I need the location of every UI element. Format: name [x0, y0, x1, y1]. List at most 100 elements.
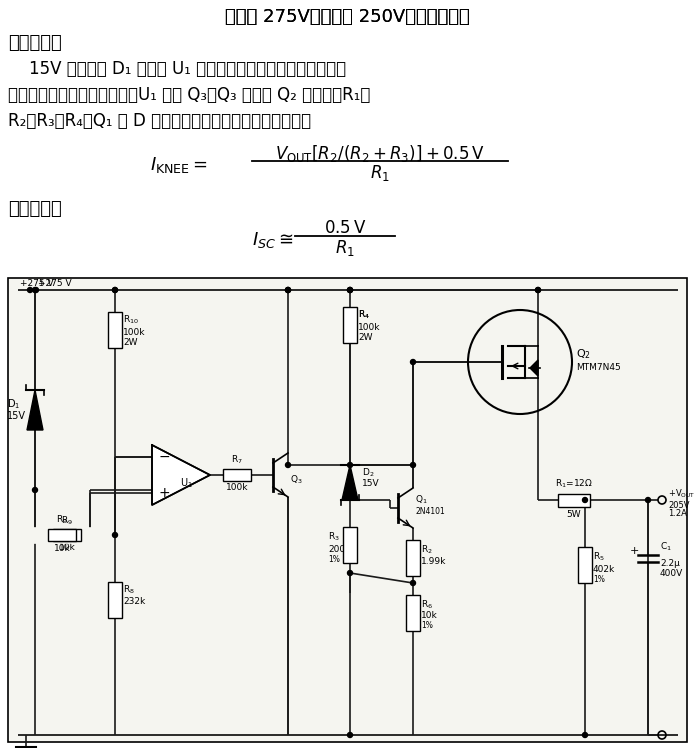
Bar	[343, 307, 357, 343]
Circle shape	[536, 287, 541, 292]
Text: 15V 的稳压管 D₁ 给运放 U₁ 提供直流参考电压。运放的另一个: 15V 的稳压管 D₁ 给运放 U₁ 提供直流参考电压。运放的另一个	[8, 60, 346, 78]
Text: Q$_2$: Q$_2$	[576, 347, 591, 361]
Text: D$_2$: D$_2$	[362, 467, 375, 479]
Text: +V$_{\rm OUT}$: +V$_{\rm OUT}$	[668, 488, 695, 500]
Text: R$_9$: R$_9$	[56, 513, 68, 526]
Text: 输入是用于对输出电压取样。U₁ 驱动 Q₃，Q₃ 又驱动 Q₂ 的门极。R₁、: 输入是用于对输出电压取样。U₁ 驱动 Q₃，Q₃ 又驱动 Q₂ 的门极。R₁、	[8, 86, 370, 104]
Text: C$_1$: C$_1$	[660, 541, 672, 553]
Text: 1.2A: 1.2A	[668, 509, 687, 518]
Circle shape	[348, 287, 352, 292]
Bar	[108, 582, 122, 618]
Text: R$_1$=12Ω: R$_1$=12Ω	[555, 477, 593, 490]
Circle shape	[348, 462, 352, 468]
Bar	[578, 547, 592, 583]
Bar	[108, 312, 122, 348]
Polygon shape	[27, 390, 43, 430]
Bar	[53, 529, 81, 541]
Text: 100k: 100k	[358, 322, 380, 331]
Text: $R_1$: $R_1$	[335, 238, 355, 258]
Bar	[558, 494, 590, 506]
Text: $R_1$: $R_1$	[370, 163, 390, 183]
Polygon shape	[530, 360, 538, 376]
Text: 它输入 275V，输出为 250V，且具有折返: 它输入 275V，输出为 250V，且具有折返	[224, 8, 469, 26]
Text: 1%: 1%	[328, 554, 340, 563]
Bar	[8, 278, 687, 742]
Text: 400V: 400V	[660, 568, 683, 577]
Text: 1%: 1%	[593, 574, 605, 583]
Text: 它输入 275V，输出为 250V，且具有折返: 它输入 275V，输出为 250V，且具有折返	[224, 8, 469, 26]
Text: 205V: 205V	[668, 500, 689, 509]
Bar	[406, 540, 420, 576]
Text: 232k: 232k	[123, 598, 145, 607]
Circle shape	[286, 462, 291, 468]
Text: 15V: 15V	[362, 479, 379, 488]
Text: 200k: 200k	[328, 545, 350, 554]
Bar	[48, 529, 76, 541]
Text: R$_4$: R$_4$	[358, 309, 370, 321]
Text: 15V: 15V	[7, 411, 26, 421]
Text: 10k: 10k	[58, 543, 75, 552]
Circle shape	[33, 488, 38, 492]
Circle shape	[113, 287, 117, 292]
Text: MTM7N45: MTM7N45	[576, 363, 621, 372]
Circle shape	[113, 287, 117, 292]
Text: +: +	[158, 486, 170, 500]
Circle shape	[348, 287, 352, 292]
Text: R₂、R₃、R₄、Q₁ 和 D 完成对折返电流的限制。折返电流为: R₂、R₃、R₄、Q₁ 和 D 完成对折返电流的限制。折返电流为	[8, 112, 311, 130]
Circle shape	[582, 497, 587, 503]
Text: D$_1$: D$_1$	[7, 397, 20, 411]
Text: U$_1$: U$_1$	[179, 476, 193, 490]
Text: R$_9$: R$_9$	[61, 515, 73, 527]
Text: 1.99k: 1.99k	[421, 557, 446, 566]
Circle shape	[286, 287, 291, 292]
Text: 短路电流为: 短路电流为	[8, 200, 62, 218]
Circle shape	[28, 287, 33, 292]
Text: $I_{\rm KNEE}=$: $I_{\rm KNEE}=$	[150, 155, 208, 175]
Text: 2W: 2W	[123, 337, 138, 346]
Text: 1%: 1%	[421, 621, 433, 630]
Circle shape	[286, 287, 291, 292]
Circle shape	[348, 732, 352, 738]
Text: R$_3$: R$_3$	[328, 531, 340, 543]
Circle shape	[411, 580, 416, 586]
Text: 电流限制。: 电流限制。	[8, 34, 62, 52]
Circle shape	[646, 497, 651, 503]
Text: R$_8$: R$_8$	[123, 583, 135, 596]
Text: −: −	[158, 450, 170, 464]
Text: R$_6$: R$_6$	[421, 598, 433, 611]
Text: 5W: 5W	[566, 510, 581, 519]
Bar	[223, 469, 251, 481]
Text: 2N4101: 2N4101	[415, 507, 445, 517]
Text: R$_5$: R$_5$	[593, 551, 605, 563]
Circle shape	[113, 533, 117, 538]
Text: 402k: 402k	[593, 565, 615, 574]
Text: 10k: 10k	[54, 544, 70, 553]
Text: R$_7$: R$_7$	[231, 453, 243, 466]
Text: R$_4$: R$_4$	[358, 309, 370, 321]
Circle shape	[582, 732, 587, 738]
Circle shape	[348, 571, 352, 575]
Text: R$_{10}$: R$_{10}$	[123, 313, 139, 326]
Circle shape	[536, 287, 541, 292]
Text: 10k: 10k	[421, 610, 438, 619]
Text: +: +	[629, 546, 639, 556]
Text: R$_2$: R$_2$	[421, 544, 433, 557]
Text: 100k: 100k	[226, 483, 248, 492]
Text: 2W: 2W	[358, 333, 373, 342]
Circle shape	[348, 287, 352, 292]
Text: +275 V: +275 V	[20, 279, 54, 288]
Polygon shape	[152, 445, 210, 505]
Circle shape	[411, 462, 416, 468]
Text: Q$_1$: Q$_1$	[415, 494, 427, 506]
Circle shape	[33, 287, 38, 292]
Text: 2.2μ: 2.2μ	[660, 559, 680, 568]
Text: $V_{\rm OUT}[R_2/(R_2+R_3)]+0.5\,{\rm V}$: $V_{\rm OUT}[R_2/(R_2+R_3)]+0.5\,{\rm V}…	[275, 143, 485, 164]
Text: $0.5\,{\rm V}$: $0.5\,{\rm V}$	[324, 219, 366, 237]
Text: +275 V: +275 V	[38, 279, 72, 288]
Circle shape	[33, 287, 38, 292]
Bar	[406, 595, 420, 631]
Text: 100k: 100k	[123, 328, 145, 337]
Circle shape	[286, 287, 291, 292]
Circle shape	[411, 360, 416, 364]
Text: Q$_3$: Q$_3$	[290, 473, 302, 486]
